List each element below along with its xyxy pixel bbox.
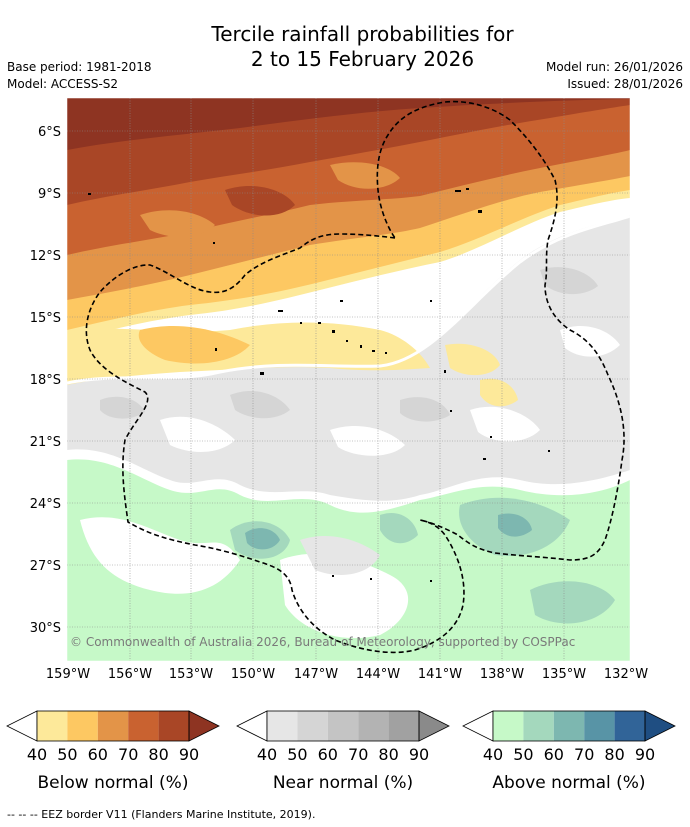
lat-label: 24°S (30, 497, 61, 512)
colorbar-segment (128, 711, 159, 741)
colorbar-tick-label: 60 (88, 745, 108, 764)
lon-label: 159°W (46, 667, 90, 682)
colorbar-tick-label: 60 (544, 745, 564, 764)
lon-label: 144°W (356, 667, 400, 682)
colorbar-segment (388, 711, 419, 741)
colorbar-segment (584, 711, 615, 741)
map-title: Tercile rainfall probabilities for 2 to … (0, 22, 690, 72)
colorbar-tick-label: 40 (483, 745, 503, 764)
colorbar-tick-label: 80 (604, 745, 624, 764)
lon-label: 132°W (604, 667, 648, 682)
colorbar-frame (266, 710, 420, 742)
colorbar-tick-label: 70 (118, 745, 138, 764)
map-field: © Commonwealth of Australia 2026, Bureau… (67, 98, 630, 661)
colorbar-tick-label: 90 (179, 745, 199, 764)
colorbar-above-normal: 40 50 60 70 80 90 Above normal (%) (462, 710, 676, 793)
lat-label: 27°S (30, 559, 61, 574)
colorbar-min-arrow (236, 710, 268, 742)
eez-footnote: -- -- -- EEZ border V11 (Flanders Marine… (7, 808, 316, 821)
colorbar-tick-label: 50 (57, 745, 77, 764)
colorbar-segment (297, 711, 328, 741)
meta-right: Model run: 26/01/2026 Issued: 28/01/2026 (546, 59, 683, 93)
colorbar-segment (158, 711, 189, 741)
lat-label: 21°S (30, 435, 61, 450)
latitude-labels: 6°S 9°S 12°S 15°S 18°S 21°S 24°S 27°S 30… (30, 125, 61, 636)
colorbar-segment (37, 711, 68, 741)
title-line-2: 2 to 15 February 2026 (250, 47, 475, 71)
colorbar-frame (492, 710, 646, 742)
lat-label: 6°S (38, 125, 61, 140)
colorbar-segment (267, 711, 298, 741)
lat-label: 15°S (30, 311, 61, 326)
colorbar-near-normal: 40 50 60 70 80 90 Near normal (%) (236, 710, 450, 793)
colorbar-segment (523, 711, 554, 741)
colorbar-max-arrow (188, 710, 220, 742)
colorbar-min-arrow (462, 710, 494, 742)
colorbar-tick-label: 90 (409, 745, 429, 764)
colorbar-tick-label: 70 (574, 745, 594, 764)
colorbar-segment (358, 711, 389, 741)
colorbar-segment (614, 711, 645, 741)
lon-label: 150°W (231, 667, 275, 682)
model-run: Model run: 26/01/2026 (545, 60, 683, 74)
colorbar-title: Below normal (%) (38, 773, 189, 793)
lat-label: 9°S (38, 187, 61, 202)
meta-left: Base period: 1981-2018 Model: ACCESS-S2 (7, 59, 152, 93)
colorbar-tick-label: 60 (318, 745, 338, 764)
colorbar-min-arrow (6, 710, 38, 742)
islands (88, 188, 550, 582)
base-period: Base period: 1981-2018 (7, 60, 152, 74)
colorbar-tick-label: 70 (348, 745, 368, 764)
colorbar-title: Above normal (%) (492, 773, 645, 793)
lat-label: 12°S (30, 249, 61, 264)
colorbar-frame (36, 710, 190, 742)
colorbar-tick-label: 50 (287, 745, 307, 764)
model-name: Model: ACCESS-S2 (7, 77, 119, 91)
lon-label: 141°W (418, 667, 462, 682)
eez-border (85, 100, 625, 654)
lon-label: 156°W (108, 667, 152, 682)
lon-label: 153°W (169, 667, 213, 682)
lon-label: 138°W (480, 667, 524, 682)
colorbar-max-arrow (644, 710, 676, 742)
colorbar-segment (67, 711, 98, 741)
colorbar-segment (327, 711, 359, 741)
title-line-1: Tercile rainfall probabilities for (211, 22, 514, 46)
colorbar-segment (97, 711, 129, 741)
colorbar-title: Near normal (%) (273, 773, 413, 793)
colorbar-max-arrow (418, 710, 450, 742)
colorbar-below-normal: 40 50 60 70 80 90 Below normal (%) (6, 710, 220, 793)
issued-date: Issued: 28/01/2026 (567, 77, 683, 91)
colorbar-tick-label: 90 (635, 745, 655, 764)
longitude-labels: 159°W 156°W 153°W 150°W 147°W 144°W 141°… (46, 667, 648, 682)
lat-label: 18°S (30, 373, 61, 388)
lon-label: 135°W (542, 667, 586, 682)
copyright-notice: © Commonwealth of Australia 2026, Bureau… (70, 635, 575, 649)
lat-label: 30°S (30, 621, 61, 636)
colorbar-tick-label: 40 (257, 745, 277, 764)
colorbar-tick-label: 40 (27, 745, 47, 764)
colorbar-tick-label: 80 (148, 745, 168, 764)
colorbar-segment (553, 711, 585, 741)
colorbar-tick-label: 50 (513, 745, 533, 764)
lon-label: 147°W (294, 667, 338, 682)
colorbar-segment (493, 711, 524, 741)
colorbar-tick-label: 80 (378, 745, 398, 764)
